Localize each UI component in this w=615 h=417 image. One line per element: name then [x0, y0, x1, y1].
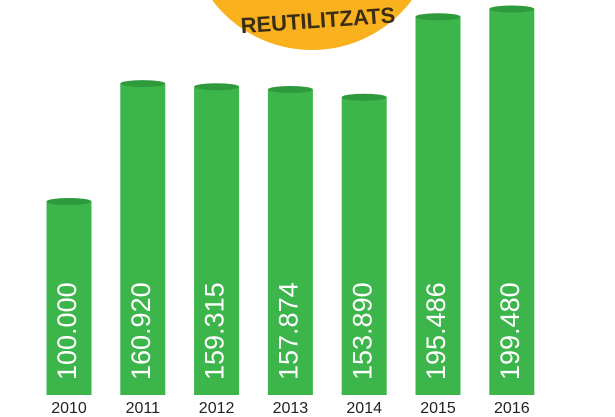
x-tick-label: 2015	[420, 400, 456, 417]
x-tick-label: 2013	[273, 400, 309, 417]
bar	[489, 9, 535, 395]
bar-top	[46, 197, 92, 205]
bar-top	[267, 86, 313, 94]
value-label: 159.315	[200, 282, 230, 380]
value-label: 160.920	[126, 282, 156, 380]
x-tick-label: 2010	[51, 400, 87, 417]
value-label: 157.874	[274, 282, 304, 380]
bar-top	[415, 13, 461, 21]
bar	[120, 83, 166, 395]
bar	[341, 97, 387, 395]
badge	[212, 0, 412, 50]
bar	[46, 201, 92, 395]
bar-top	[120, 80, 166, 88]
bar	[194, 86, 240, 395]
value-label: 153.890	[347, 282, 377, 380]
x-tick-label: 2014	[346, 400, 382, 417]
value-label: 100.000	[52, 282, 82, 380]
value-label: 195.486	[421, 282, 451, 380]
x-tick-label: 2016	[494, 400, 530, 417]
x-tick-label: 2012	[199, 400, 235, 417]
bar-top	[489, 5, 535, 13]
bar	[267, 89, 313, 395]
value-label: 199.480	[495, 282, 525, 380]
x-tick-label: 2011	[126, 400, 161, 417]
bar-top	[341, 93, 387, 101]
bar	[415, 16, 461, 395]
bar-top	[194, 83, 240, 91]
